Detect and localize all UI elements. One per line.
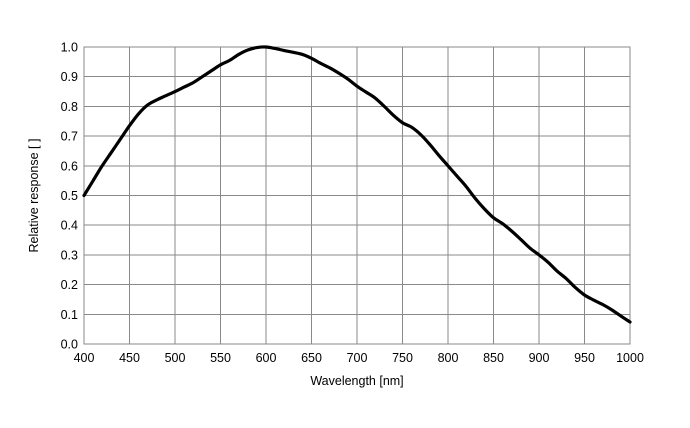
y-tick-label: 0.8 <box>61 100 78 114</box>
x-tick-label: 800 <box>438 351 459 365</box>
y-tick-label: 0.2 <box>61 278 78 292</box>
y-tick-label: 1.0 <box>61 41 78 55</box>
x-tick-label: 1000 <box>616 351 644 365</box>
response-curve-line <box>82 45 632 324</box>
x-tick-label: 550 <box>210 351 231 365</box>
x-tick-label: 650 <box>301 351 322 365</box>
x-axis-tick-labels: 400 450 500 550 600 650 700 750 800 850 900 950 1000 <box>74 351 644 365</box>
y-tick-label: 0.3 <box>61 248 78 262</box>
x-tick-label: 600 <box>256 351 277 365</box>
y-tick-label: 0.1 <box>61 308 78 322</box>
x-tick-label: 450 <box>119 351 140 365</box>
x-tick-label: 750 <box>392 351 413 365</box>
x-tick-label: 850 <box>483 351 504 365</box>
x-tick-label: 400 <box>74 351 95 365</box>
x-tick-label: 700 <box>347 351 368 365</box>
x-tick-label: 950 <box>574 351 595 365</box>
y-tick-label: 0.6 <box>61 159 78 173</box>
y-tick-label: 0.4 <box>61 219 78 233</box>
y-tick-label: 0.0 <box>61 338 78 352</box>
series-layer <box>82 45 632 324</box>
y-axis-title: Relative response [ ] <box>27 139 41 253</box>
x-tick-label: 900 <box>529 351 550 365</box>
y-tick-label: 0.9 <box>61 70 78 84</box>
y-axis-tick-labels: 0.0 0.1 0.2 0.3 0.4 0.5 0.6 0.7 0.8 0.9 1.0 <box>61 41 78 352</box>
y-tick-label: 0.5 <box>61 189 78 203</box>
x-axis-title: Wavelength [nm] <box>310 374 403 388</box>
x-tick-label: 500 <box>165 351 186 365</box>
y-tick-label: 0.7 <box>61 130 78 144</box>
grid-layer <box>83 46 631 345</box>
